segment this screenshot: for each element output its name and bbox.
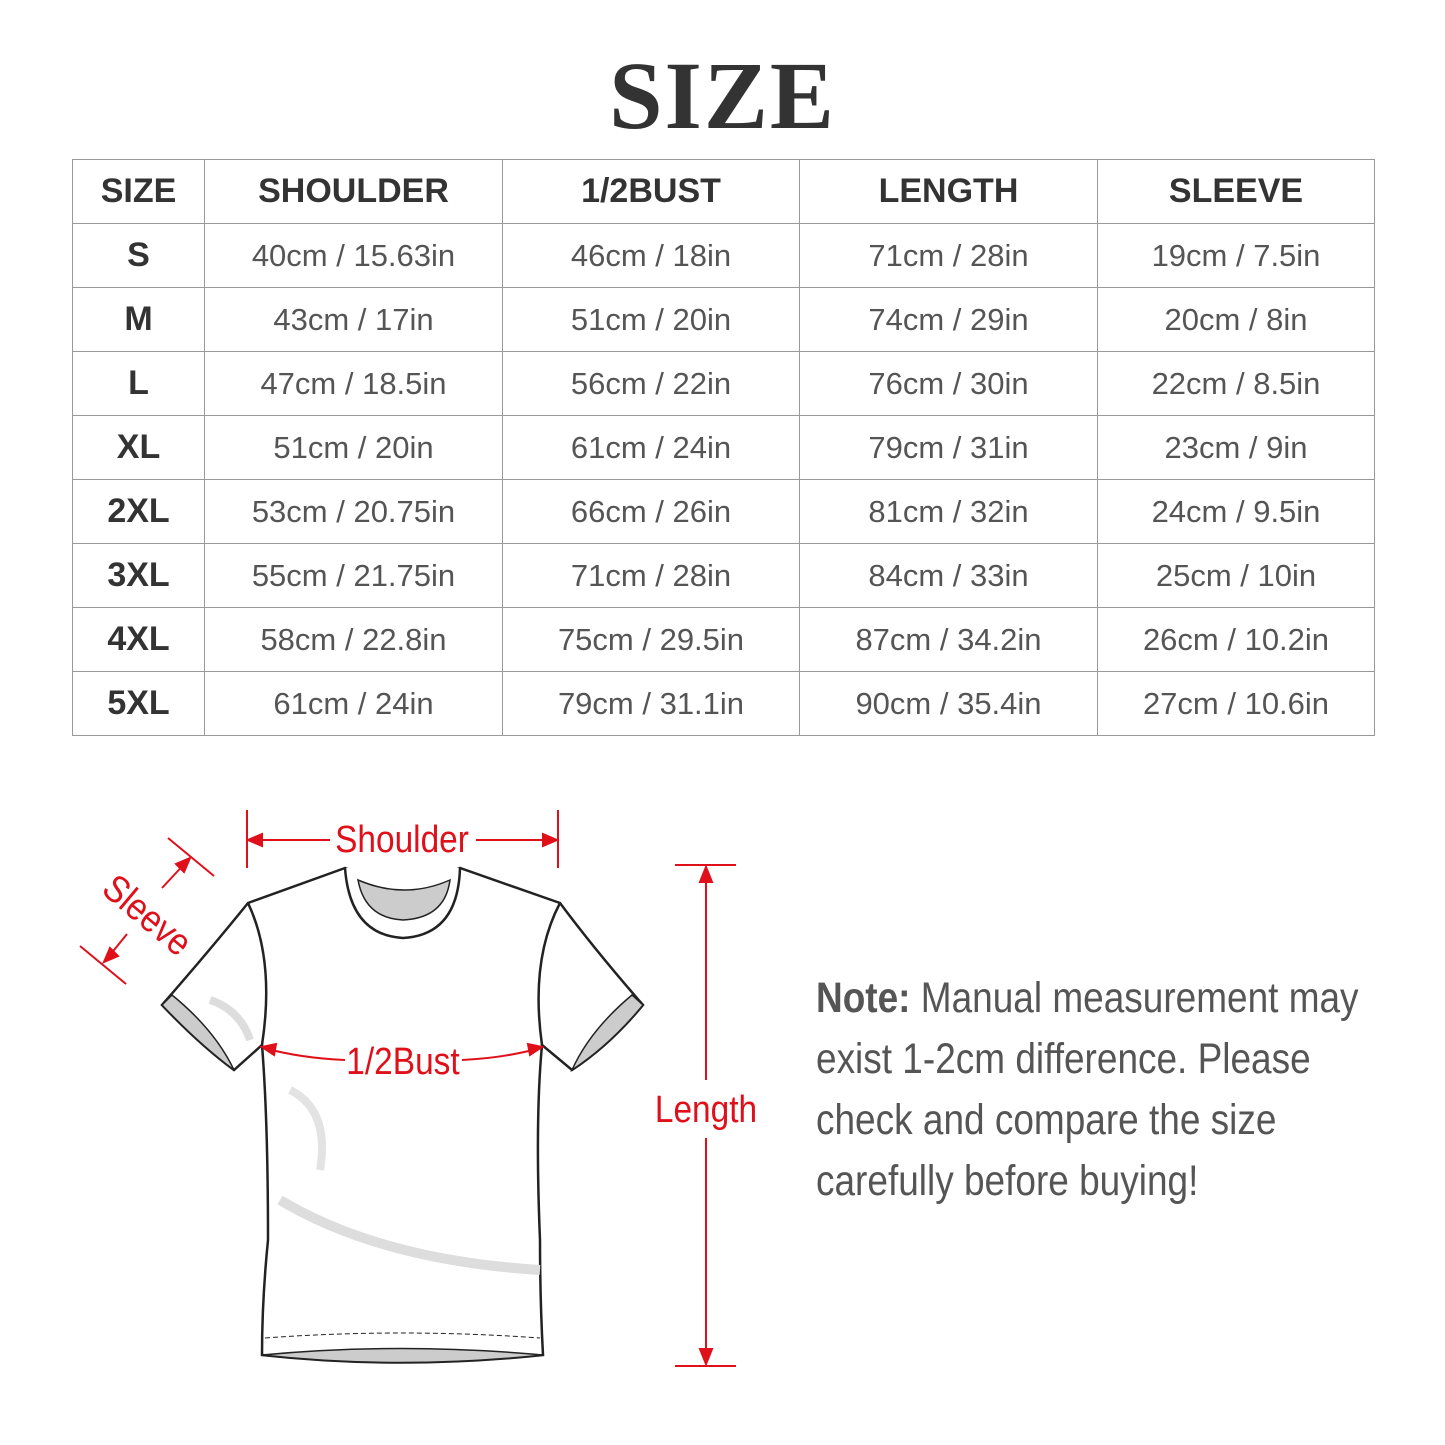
measurement-cell: 71cm / 28in (502, 543, 800, 608)
column-header: 1/2BUST (502, 159, 800, 224)
measurement-cell: 75cm / 29.5in (502, 607, 800, 672)
page-title: SIZE (609, 42, 836, 149)
measurement-cell: 51cm / 20in (204, 415, 503, 480)
measurement-cell: 79cm / 31.1in (502, 671, 800, 736)
table-row: M 43cm / 17in 51cm / 20in 74cm / 29in 20cm /… (72, 287, 1375, 352)
measurement-cell: 43cm / 17in (204, 287, 503, 352)
tshirt-measurement-diagram: Shoulder Sleeve 1/2Bust Length (79, 810, 757, 1367)
size-cell: 3XL (72, 543, 205, 608)
size-cell: M (72, 287, 205, 352)
table-row: 4XL 58cm / 22.8in 75cm / 29.5in 87cm / 34.2… (72, 607, 1375, 672)
table-row: 3XL 55cm / 21.75in 71cm / 28in 84cm / 33in 2… (72, 543, 1375, 608)
size-table: SIZE SHOULDER 1/2BUST LENGTH SLEEVE S 40cm / … (72, 159, 1375, 736)
table-row: 5XL 61cm / 24in 79cm / 31.1in 90cm / 35.4in… (72, 671, 1375, 736)
measurement-cell: 61cm / 24in (204, 671, 503, 736)
size-cell: 2XL (72, 479, 205, 544)
column-header: SHOULDER (204, 159, 503, 224)
measurement-cell: 90cm / 35.4in (799, 671, 1098, 736)
length-label: Length (655, 1088, 757, 1130)
measurement-cell: 46cm / 18in (502, 223, 800, 288)
measurement-cell: 40cm / 15.63in (204, 223, 503, 288)
column-header: SLEEVE (1097, 159, 1375, 224)
note-body: Manual measurement may exist 1-2cm diffe… (816, 974, 1359, 1205)
measurement-cell: 23cm / 9in (1097, 415, 1375, 480)
measurement-cell: 81cm / 32in (799, 479, 1098, 544)
table-row: XL 51cm / 20in 61cm / 24in 79cm / 31in 23cm … (72, 415, 1375, 480)
note-prefix: Note: (816, 974, 911, 1022)
column-header: LENGTH (799, 159, 1098, 224)
measurement-cell: 87cm / 34.2in (799, 607, 1098, 672)
bust-label: 1/2Bust (346, 1040, 459, 1082)
note-text: Note: Manual measurement may exist 1-2cm… (816, 968, 1366, 1212)
measurement-cell: 76cm / 30in (799, 351, 1098, 416)
measurement-cell: 66cm / 26in (502, 479, 800, 544)
measurement-cell: 25cm / 10in (1097, 543, 1375, 608)
measurement-cell: 61cm / 24in (502, 415, 800, 480)
size-cell: L (72, 351, 205, 416)
tshirt-illustration (160, 866, 645, 1364)
size-cell: 4XL (72, 607, 205, 672)
measurement-cell: 84cm / 33in (799, 543, 1098, 608)
table-row: L 47cm / 18.5in 56cm / 22in 76cm / 30in 22cm… (72, 351, 1375, 416)
measurement-cell: 74cm / 29in (799, 287, 1098, 352)
measurement-cell: 53cm / 20.75in (204, 479, 503, 544)
measurement-cell: 55cm / 21.75in (204, 543, 503, 608)
size-cell: XL (72, 415, 205, 480)
measurement-guides (79, 810, 736, 1367)
size-cell: 5XL (72, 671, 205, 736)
size-cell: S (72, 223, 205, 288)
measurement-cell: 26cm / 10.2in (1097, 607, 1375, 672)
measurement-cell: 20cm / 8in (1097, 287, 1375, 352)
shoulder-label: Shoulder (335, 818, 469, 860)
measurement-cell: 47cm / 18.5in (204, 351, 503, 416)
measurement-cell: 27cm / 10.6in (1097, 671, 1375, 736)
table-header-row: SIZE SHOULDER 1/2BUST LENGTH SLEEVE (72, 159, 1375, 224)
table-row: S 40cm / 15.63in 46cm / 18in 71cm / 28in 19c… (72, 223, 1375, 288)
measurement-cell: 58cm / 22.8in (204, 607, 503, 672)
table-row: 2XL 53cm / 20.75in 66cm / 26in 81cm / 32in 2… (72, 479, 1375, 544)
measurement-cell: 51cm / 20in (502, 287, 800, 352)
measurement-cell: 56cm / 22in (502, 351, 800, 416)
measurement-cell: 71cm / 28in (799, 223, 1098, 288)
measurement-cell: 19cm / 7.5in (1097, 223, 1375, 288)
measurement-cell: 79cm / 31in (799, 415, 1098, 480)
measurement-cell: 24cm / 9.5in (1097, 479, 1375, 544)
column-header: SIZE (72, 159, 205, 224)
measurement-cell: 22cm / 8.5in (1097, 351, 1375, 416)
